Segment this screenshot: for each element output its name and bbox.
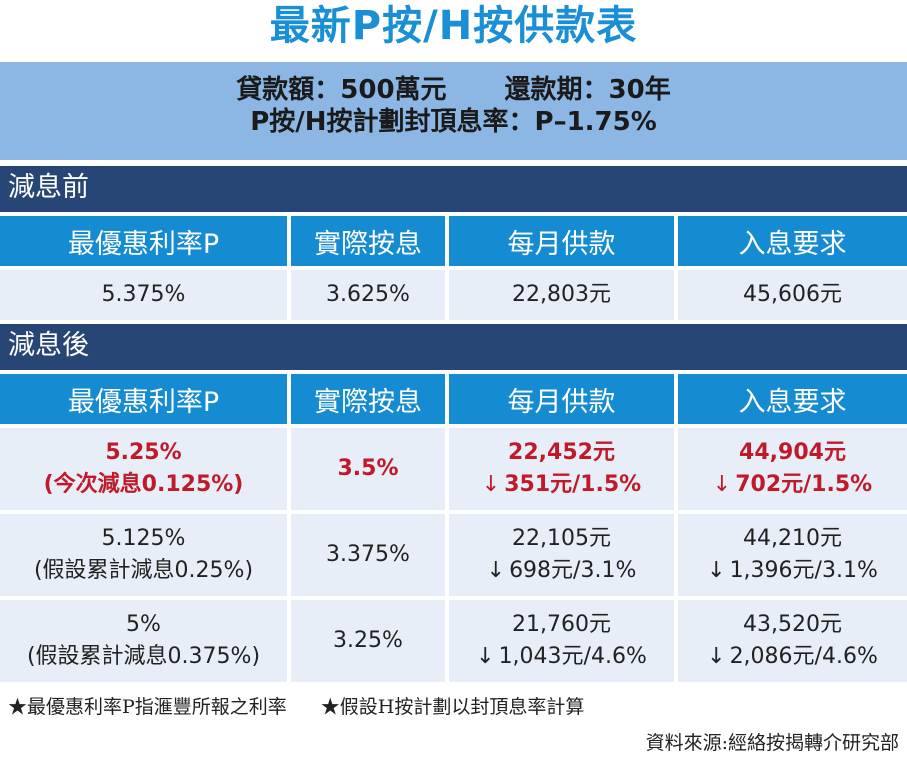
- table-row: 5.375% 3.625% 22,803元 45,606元: [0, 270, 907, 320]
- header-monthly: 每月供款: [449, 374, 674, 424]
- cell-rate: 3.375%: [291, 514, 445, 596]
- section-after: 減息後: [0, 324, 907, 370]
- table-row: 5% (假設累計減息0.375%) 3.25% 21,760元 ↓ 1,043元/…: [0, 600, 907, 682]
- monthly-value: 21,760元: [512, 612, 611, 637]
- down-arrow-icon: ↓: [712, 472, 732, 497]
- cell-income: 43,520元 ↓ 2,086元/4.6%: [678, 600, 907, 682]
- prime-note: (今次減息0.125%): [43, 472, 244, 497]
- cell-rate: 3.5%: [291, 428, 445, 510]
- prime-value: 5.125%: [101, 526, 186, 551]
- monthly-change: ↓ 1,043元/4.6%: [476, 644, 647, 669]
- table-row: 5.125% (假設累計減息0.25%) 3.375% 22,105元 ↓ 698…: [0, 514, 907, 596]
- cell-prime: 5.375%: [0, 270, 287, 320]
- cell-income: 44,904元 ↓ 702元/1.5%: [678, 428, 907, 510]
- header-monthly: 每月供款: [449, 216, 674, 266]
- cell-rate: 3.625%: [291, 270, 445, 320]
- income-value: 44,210元: [743, 526, 842, 551]
- income-change: ↓ 2,086元/4.6%: [707, 644, 878, 669]
- header-prime: 最優惠利率P: [0, 216, 287, 266]
- down-arrow-icon: ↓: [486, 558, 506, 583]
- table-header-after: 最優惠利率P 實際按息 每月供款 入息要求: [0, 374, 907, 424]
- prime-note: (假設累計減息0.25%): [33, 558, 254, 583]
- income-value: 44,904元: [739, 440, 846, 465]
- header-prime: 最優惠利率P: [0, 374, 287, 424]
- footnotes: ★最優惠利率P指滙豐所報之利率 ★假設H按計劃以封頂息率計算: [8, 692, 584, 719]
- down-arrow-icon: ↓: [476, 644, 495, 669]
- down-arrow-icon: ↓: [707, 558, 726, 583]
- income-change: ↓ 702元/1.5%: [712, 472, 873, 497]
- header-income: 入息要求: [678, 374, 907, 424]
- cell-monthly: 22,452元 ↓ 351元/1.5%: [449, 428, 674, 510]
- cell-rate: 3.25%: [291, 600, 445, 682]
- down-arrow-icon: ↓: [481, 472, 501, 497]
- footnote-hplan: ★假設H按計劃以封頂息率計算: [320, 696, 585, 718]
- cell-prime: 5% (假設累計減息0.375%): [0, 600, 287, 682]
- income-change: ↓ 1,396元/3.1%: [707, 558, 878, 583]
- cap-rate: P按/H按計劃封頂息率：P–1.75%: [250, 107, 657, 137]
- down-arrow-icon: ↓: [707, 644, 726, 669]
- page-title: 最新P按/H按供款表: [269, 3, 638, 49]
- monthly-change: ↓ 698元/3.1%: [486, 558, 637, 583]
- income-value: 43,520元: [743, 612, 842, 637]
- cell-income: 44,210元 ↓ 1,396元/3.1%: [678, 514, 907, 596]
- cell-monthly: 22,803元: [449, 270, 674, 320]
- cell-prime: 5.125% (假設累計減息0.25%): [0, 514, 287, 596]
- prime-note: (假設累計減息0.375%): [26, 644, 261, 669]
- table-row-current: 5.25% (今次減息0.125%) 3.5% 22,452元 ↓ 351元/1.…: [0, 428, 907, 510]
- section-before: 減息前: [0, 166, 907, 212]
- monthly-change: ↓ 351元/1.5%: [481, 472, 642, 497]
- loan-info-box: 貸款額：500萬元 還款期：30年 P按/H按計劃封頂息率：P–1.75%: [0, 62, 907, 160]
- cell-income: 45,606元: [678, 270, 907, 320]
- cell-monthly: 22,105元 ↓ 698元/3.1%: [449, 514, 674, 596]
- loan-amount: 貸款額：500萬元: [236, 75, 447, 105]
- header-rate: 實際按息: [291, 374, 445, 424]
- loan-term: 還款期：30年: [504, 75, 671, 105]
- source-credit: 資料來源:經絡按揭轉介研究部: [645, 732, 899, 754]
- header-rate: 實際按息: [291, 216, 445, 266]
- monthly-value: 22,105元: [512, 526, 611, 551]
- cell-prime: 5.25% (今次減息0.125%): [0, 428, 287, 510]
- cell-monthly: 21,760元 ↓ 1,043元/4.6%: [449, 600, 674, 682]
- prime-value: 5.25%: [105, 440, 182, 465]
- loan-info-line-1: 貸款額：500萬元 還款期：30年: [0, 62, 907, 106]
- footnote-prime: ★最優惠利率P指滙豐所報之利率: [8, 696, 287, 718]
- table-header-before: 最優惠利率P 實際按息 每月供款 入息要求: [0, 216, 907, 266]
- header-income: 入息要求: [678, 216, 907, 266]
- prime-value: 5%: [126, 612, 161, 637]
- monthly-value: 22,452元: [508, 440, 615, 465]
